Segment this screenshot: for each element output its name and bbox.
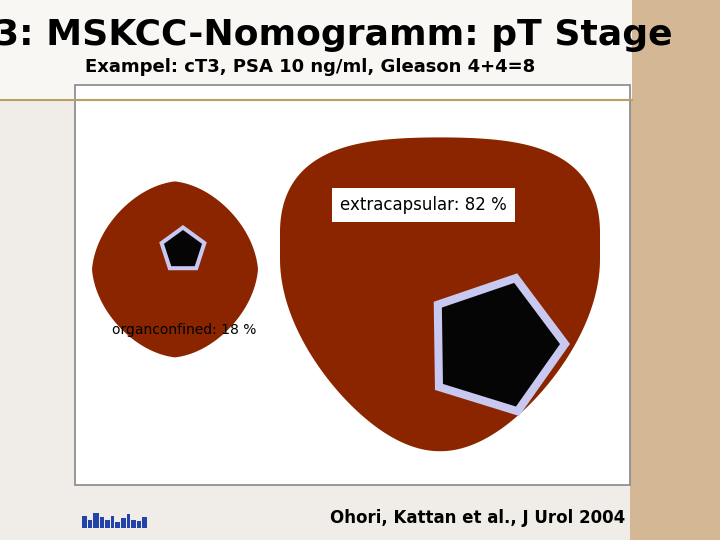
Polygon shape — [159, 225, 207, 270]
Polygon shape — [280, 137, 600, 451]
Bar — [121, 518, 126, 528]
Bar — [137, 521, 141, 528]
Bar — [0, 0, 632, 100]
Bar — [131, 519, 136, 528]
Text: extracapsular: 82 %: extracapsular: 82 % — [340, 196, 507, 214]
Bar — [88, 519, 92, 528]
Text: Exampel: cT3, PSA 10 ng/ml, Gleason 4+4=8: Exampel: cT3, PSA 10 ng/ml, Gleason 4+4=… — [85, 58, 535, 76]
Bar — [93, 512, 99, 528]
Polygon shape — [92, 181, 258, 357]
FancyBboxPatch shape — [75, 85, 630, 485]
Polygon shape — [433, 273, 570, 416]
Bar — [82, 516, 86, 528]
Bar — [111, 516, 114, 528]
Text: cT3: MSKCC-Nomogramm: pT Stage: cT3: MSKCC-Nomogramm: pT Stage — [0, 18, 672, 52]
Bar — [100, 517, 104, 528]
Bar — [127, 514, 130, 528]
Text: organconfined: 18 %: organconfined: 18 % — [112, 323, 256, 337]
Bar — [115, 522, 120, 528]
Polygon shape — [164, 230, 202, 266]
Polygon shape — [442, 283, 560, 407]
Bar — [142, 517, 147, 528]
Bar — [105, 521, 109, 528]
Text: Ohori, Kattan et al., J Urol 2004: Ohori, Kattan et al., J Urol 2004 — [330, 509, 625, 527]
Bar — [630, 0, 720, 540]
